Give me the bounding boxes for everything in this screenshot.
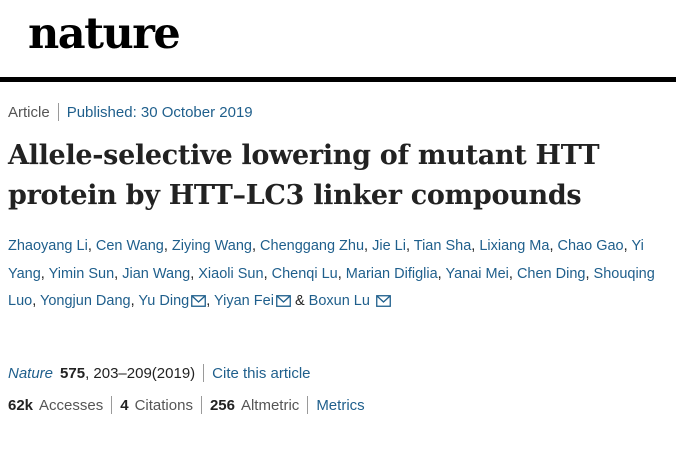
metrics-link[interactable]: Metrics — [316, 396, 365, 414]
journal-pages: , 203–209(2019) — [85, 364, 196, 382]
author-link[interactable]: Yi Yang — [8, 238, 644, 282]
article-meta: Article Published: 30 October 2019 — [8, 103, 253, 121]
author-link[interactable]: Chenggang Zhu — [260, 238, 365, 254]
author-link[interactable]: Lixiang Ma — [479, 238, 550, 254]
mail-icon[interactable] — [376, 290, 391, 318]
author-link[interactable]: Chao Gao — [557, 238, 624, 254]
mail-icon[interactable] — [191, 290, 207, 318]
author-link[interactable]: Yongjun Dang — [40, 293, 131, 309]
author-link[interactable]: Chen Ding — [516, 265, 586, 282]
header-divider — [0, 77, 676, 82]
cite-separator — [203, 364, 205, 382]
metrics-separator — [307, 396, 309, 414]
citations-label: Citations — [134, 396, 193, 414]
author-link[interactable]: Ziying Wang — [171, 238, 252, 254]
author-link[interactable]: Jie Li — [372, 238, 406, 254]
author-link[interactable]: Shouqing Luo — [8, 265, 655, 310]
author-link[interactable]: Yimin Sun — [48, 265, 115, 282]
article-type: Article — [8, 103, 50, 121]
metrics-bar: 62k Accesses 4 Citations 256 Altmetric M… — [8, 396, 365, 414]
journal-volume: 575 — [60, 364, 86, 382]
author-link[interactable]: Yu Ding — [138, 293, 190, 309]
title-line-1: Allele-selective lowering of mutant HTT — [8, 140, 600, 171]
article-title: Allele-selective lowering of mutant HTT … — [8, 136, 668, 216]
meta-separator — [57, 103, 59, 121]
metrics-separator — [111, 396, 113, 414]
cite-article-link[interactable]: Cite this article — [212, 364, 311, 382]
mail-icon[interactable] — [276, 290, 291, 318]
journal-name[interactable]: Nature — [8, 364, 54, 382]
author-link[interactable]: Yanai Mei — [445, 265, 509, 282]
author-link[interactable]: Boxun Lu — [308, 293, 370, 309]
author-link[interactable]: Jian Wang — [122, 265, 191, 282]
author-link[interactable]: Xiaoli Sun — [198, 265, 264, 282]
metrics-separator — [200, 396, 202, 414]
author-link[interactable]: Zhaoyang Li — [8, 238, 88, 254]
author-link[interactable]: Marian Difiglia — [345, 265, 438, 282]
altmetric-label: Altmetric — [240, 396, 300, 414]
author-ampersand: & — [294, 293, 305, 309]
author-link[interactable]: Tian Sha — [413, 238, 472, 254]
author-link[interactable]: Yiyan Fei — [214, 293, 274, 309]
author-link[interactable]: Cen Wang — [95, 238, 164, 254]
title-line-2: protein by HTT–LC3 linker compounds — [8, 180, 582, 211]
published-date: Published: 30 October 2019 — [66, 103, 253, 121]
altmetric-count: 256 — [209, 396, 235, 414]
citations-count: 4 — [120, 396, 129, 414]
citation-line: Nature 575 , 203–209(2019) Cite this art… — [8, 364, 311, 382]
author-link[interactable]: Chenqi Lu — [271, 265, 338, 282]
nature-logo[interactable]: nature — [28, 9, 181, 59]
author-list: Zhaoyang Li, Cen Wang, Ziying Wang, Chen… — [8, 233, 668, 318]
accesses-count: 62k — [8, 396, 34, 414]
accesses-label: Accesses — [39, 396, 104, 414]
